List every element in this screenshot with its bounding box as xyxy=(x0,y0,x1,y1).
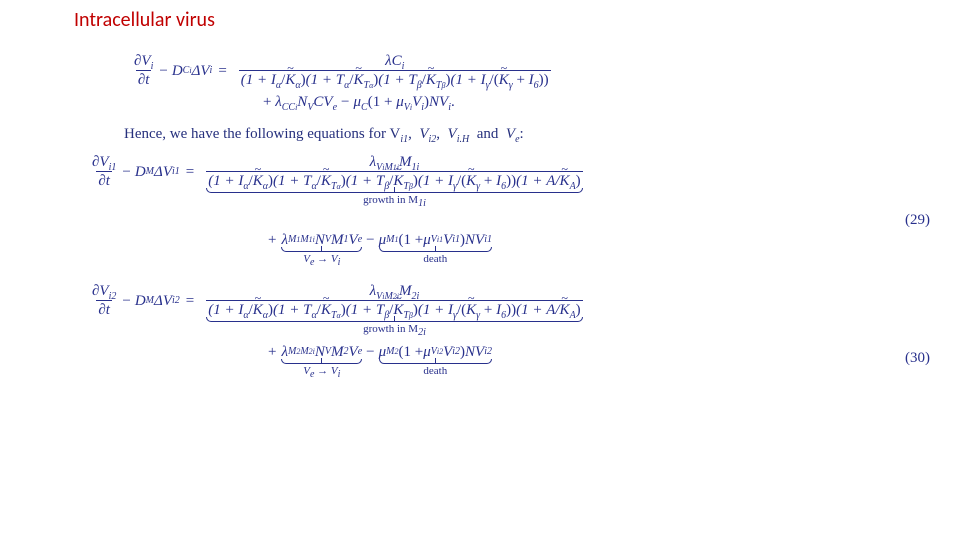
eq3-line2: + λM2M2iNVM2Ve Ve → Vi − μM2(1 + μVi2Vi2… xyxy=(263,343,900,378)
eq1-line1: ∂Vi ∂t − DCi ΔVi = λCi (1 + Iα/Kα)(1 + T… xyxy=(132,52,900,89)
eq2-num: (29) xyxy=(90,211,900,229)
eq3-line1: ∂Vi2 ∂t − DM ΔVi2 = λViM2iM2i (1 + Iα/Kα… xyxy=(90,282,900,336)
eq3-number: (30) xyxy=(905,349,930,367)
page-title: Intracellular virus xyxy=(74,8,215,32)
eq1-line2: + λCCiNVCVe−μC(1 + μViVi)NVi. xyxy=(263,93,900,111)
eq2-line1: ∂Vi1 ∂t − DM ΔVi1 = λViM1iM1i (1 + Iα/Kα… xyxy=(90,153,900,207)
math-body: ∂Vi ∂t − DCi ΔVi = λCi (1 + Iα/Kα)(1 + T… xyxy=(90,52,900,382)
eq2-line2: + λM1M1iNVM1Ve Ve → Vi − μM1(1 + μVi1Vi1… xyxy=(263,231,900,266)
sentence: Hence, we have the following equations f… xyxy=(124,125,900,143)
